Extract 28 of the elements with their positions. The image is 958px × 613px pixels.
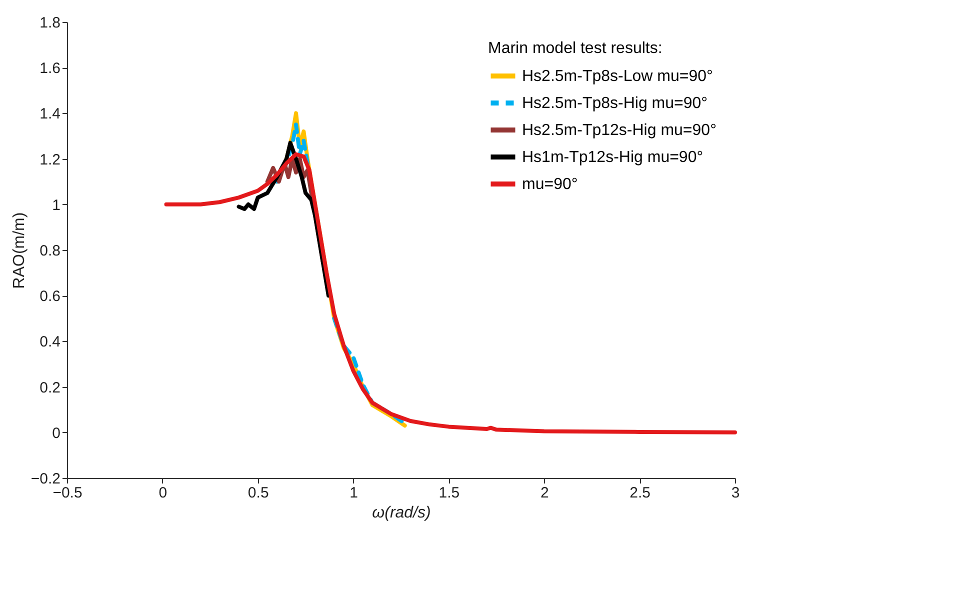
y-tick-label: −0.2 xyxy=(30,470,60,488)
y-tick-label: 1.6 xyxy=(40,60,60,78)
line-series xyxy=(164,152,737,434)
legend-label: mu=90° xyxy=(522,176,578,193)
y-tick-label: 0.4 xyxy=(40,334,60,351)
y-tick-label: 1 xyxy=(52,196,60,214)
x-tick-label: 1 xyxy=(350,484,358,502)
x-tick-label: 2 xyxy=(540,484,549,502)
legend-label: Hs1m-Tp12s-Hig mu=90° xyxy=(522,149,704,166)
y-tick-label: 1.4 xyxy=(40,106,60,123)
y-tick-label: 0.8 xyxy=(40,242,60,260)
legend-label: Hs2.5m-Tp8s-Hig mu=90° xyxy=(522,95,708,112)
x-tick-label: −0.5 xyxy=(52,484,82,502)
y-tick-label: 1.8 xyxy=(40,14,60,32)
y-tick-label: 0.2 xyxy=(40,379,60,396)
y-tick-label: 0 xyxy=(52,424,60,442)
x-tick-label: 1.5 xyxy=(438,484,460,502)
x-tick-label: 3 xyxy=(731,484,740,502)
x-axis-title: ω(rad/s) xyxy=(372,504,431,522)
x-tick-label: 0.5 xyxy=(248,484,269,502)
y-tick-label: 0.6 xyxy=(40,288,60,306)
legend-label: Hs2.5m-Tp12s-Hig mu=90° xyxy=(522,122,716,139)
y-axis-title: RAO(m/m) xyxy=(10,212,28,289)
y-tick-label: 1.2 xyxy=(40,151,60,168)
legend-label: Hs2.5m-Tp8s-Low mu=90° xyxy=(522,68,713,85)
x-tick-label: 0 xyxy=(158,484,168,502)
x-tick-label: 2.5 xyxy=(630,484,650,502)
legend-title: Marin model test results: xyxy=(488,40,662,57)
